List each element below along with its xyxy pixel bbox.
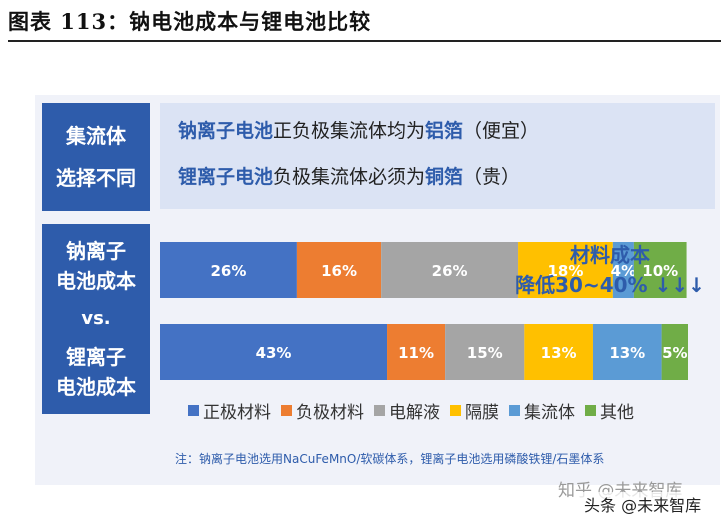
compare-label-line2: 电池成本 [56, 269, 136, 293]
legend-item-0: 正极材料 [188, 398, 271, 423]
bar-label-1-5: 5% [662, 344, 687, 362]
legend-swatch-2 [374, 405, 385, 416]
bar-0-0 [160, 242, 297, 298]
legend-label-0: 正极材料 [203, 403, 271, 423]
legend-swatch-4 [509, 405, 520, 416]
compare-label-vs: vs. [81, 308, 111, 329]
legend-swatch-1 [281, 405, 292, 416]
bar-0-2 [381, 242, 519, 298]
bar-1-2 [445, 324, 525, 380]
bar-label-1-4: 13% [609, 344, 645, 362]
collector-line-lithium: 锂离子电池负极集流体必须为铜箔（贵） [178, 162, 520, 189]
collector-label-box: 集流体 选择不同 [42, 103, 150, 211]
sodium-battery-highlight: 钠离子电池 [178, 120, 274, 142]
bar-1-3 [524, 324, 593, 380]
cost-reduction-annotation: 材料成本 降低30~40% ↓↓↓ [510, 240, 710, 300]
bar-label-1-3: 13% [541, 344, 577, 362]
bar-label-0-5: 10% [642, 262, 678, 280]
bar-0-1 [296, 242, 382, 298]
copper-foil-highlight: 铜箔 [425, 166, 464, 188]
legend-item-5: 其他 [585, 398, 634, 423]
legend-item-3: 隔膜 [450, 398, 499, 423]
bar-label-0-1: 16% [321, 262, 357, 280]
bar-1-1 [387, 324, 446, 380]
legend-item-4: 集流体 [509, 398, 575, 423]
legend-label-2: 电解液 [389, 403, 440, 423]
sodium-cost-note: （便宜） [463, 120, 540, 142]
collector-label-line1: 集流体 [66, 124, 126, 148]
bar-0-5 [633, 242, 687, 298]
chart-legend: 正极材料 负极材料 电解液 隔膜 集流体 其他 [188, 398, 634, 423]
bar-1-5 [661, 324, 688, 380]
bar-label-0-4: 4% [611, 262, 636, 280]
bar-0-4 [612, 242, 634, 298]
bar-label-0-2: 26% [432, 262, 468, 280]
sodium-collector-text: 正负极集流体均为 [273, 120, 426, 142]
lithium-battery-highlight: 锂离子电池 [178, 166, 274, 188]
lithium-collector-text: 负极集流体必须为 [273, 166, 426, 188]
legend-label-5: 其他 [600, 403, 634, 423]
legend-swatch-3 [450, 405, 461, 416]
legend-swatch-0 [188, 405, 199, 416]
footnote: 注：钠离子电池选用NaCuFeMnO/软碳体系，锂离子电池选用磷酸铁锂/石墨体系 [175, 452, 605, 466]
collector-description-box [160, 103, 715, 209]
annotation-line1: 材料成本 [570, 243, 650, 267]
bar-1-0 [160, 324, 388, 380]
compare-label-line4: 电池成本 [56, 375, 136, 399]
legend-swatch-5 [585, 405, 596, 416]
legend-item-1: 负极材料 [281, 398, 364, 423]
bar-label-1-0: 43% [256, 344, 292, 362]
bar-label-1-1: 11% [398, 344, 434, 362]
cost-compare-label-box: 钠离子 电池成本 vs. 锂离子 电池成本 [42, 224, 150, 414]
bar-1-4 [592, 324, 662, 380]
annotation-line2: 降低30~40% ↓↓↓ [515, 273, 705, 297]
aluminum-foil-highlight: 铝箔 [425, 120, 464, 142]
bar-label-0-0: 26% [211, 262, 247, 280]
lithium-cost-note: （贵） [463, 166, 521, 188]
legend-label-4: 集流体 [524, 403, 575, 423]
watermark-toutiao: 头条 @未来智库 [578, 492, 708, 516]
collector-label-line2: 选择不同 [56, 166, 136, 190]
legend-item-2: 电解液 [374, 398, 440, 423]
collector-line-sodium: 钠离子电池正负极集流体均为铝箔（便宜） [178, 116, 539, 143]
bar-label-1-2: 15% [467, 344, 503, 362]
bar-0-3 [518, 242, 613, 298]
legend-label-3: 隔膜 [465, 403, 499, 423]
compare-label-line3: 锂离子 [66, 345, 126, 369]
compare-label-line1: 钠离子 [66, 239, 126, 263]
chart-title: 图表 113：钠电池成本与锂电池比较 [8, 9, 372, 34]
legend-label-1: 负极材料 [296, 403, 364, 423]
title-divider [8, 40, 721, 42]
bar-label-0-3: 18% [548, 262, 584, 280]
